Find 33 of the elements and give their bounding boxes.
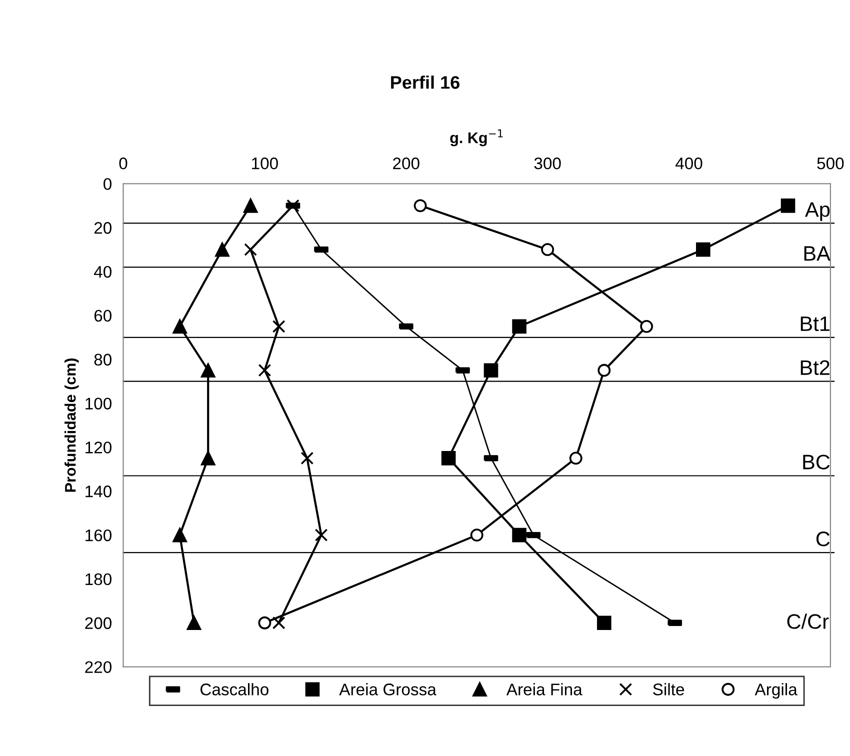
- chart-title: Perfil 16: [391, 76, 460, 89]
- y-tick-label: 220: [85, 661, 112, 673]
- ref-line-label: C: [816, 532, 830, 546]
- annotation: C/Cr: [787, 614, 829, 629]
- y-tick-label: 40: [94, 266, 112, 278]
- y-tick-label: 60: [94, 310, 112, 322]
- legend-label: Silte: [653, 683, 684, 696]
- ref-line-label: BC: [803, 454, 830, 470]
- y-tick-label: 80: [94, 354, 112, 366]
- x-tick-label: 100: [252, 158, 278, 170]
- y-tick-label: 0: [104, 178, 112, 190]
- legend-label: Argila: [754, 683, 798, 699]
- x-axis-title: g. Kg$^{−1}$: [450, 129, 503, 146]
- x-tick-label: 400: [675, 158, 702, 170]
- legend-label: Areia Fina: [506, 683, 582, 696]
- y-tick-label: 120: [86, 442, 112, 454]
- ref-line-label: Ap: [805, 202, 830, 222]
- y-tick-label: 160: [86, 529, 112, 542]
- ref-line-label: Bt2: [800, 360, 830, 375]
- y-tick-label: 100: [86, 398, 112, 410]
- legend-label: Areia Grossa: [339, 683, 436, 696]
- x-tick-label: 0: [119, 158, 128, 170]
- y-tick-label: 20: [94, 222, 112, 234]
- x-tick-label: 200: [393, 158, 420, 170]
- y-tick-label: 200: [85, 617, 112, 630]
- ref-line-label: Bt1: [800, 316, 830, 332]
- y-tick-label: 180: [86, 573, 112, 586]
- y-tick-label: 140: [86, 486, 112, 498]
- ref-line-label: BA: [804, 246, 830, 261]
- y-axis-title: Profundidade (cm): [64, 358, 79, 492]
- legend-label: Cascalho: [200, 683, 268, 696]
- x-tick-label: 500: [817, 158, 844, 170]
- x-tick-label: 300: [534, 158, 561, 170]
